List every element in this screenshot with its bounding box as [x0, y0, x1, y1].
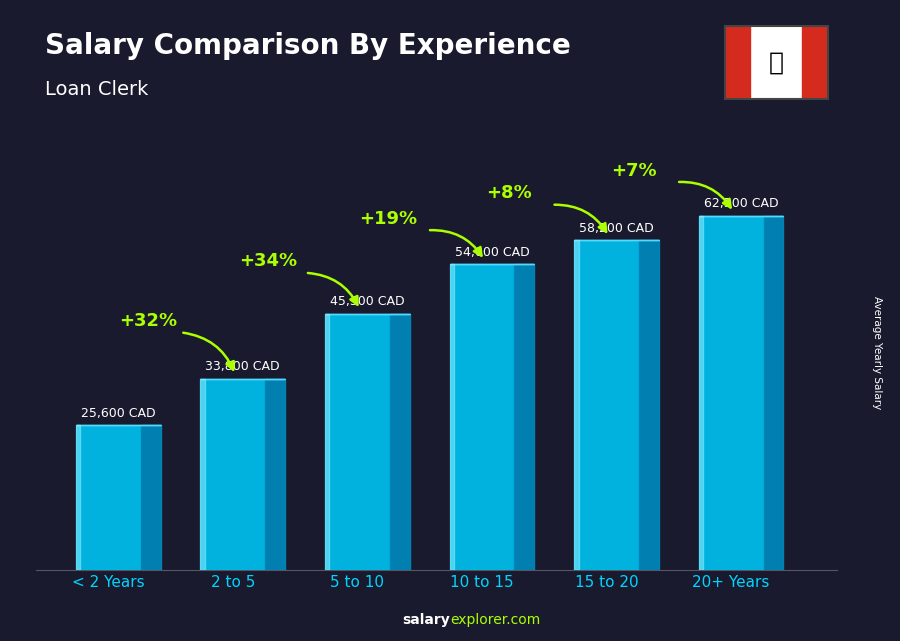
Text: +32%: +32%	[119, 312, 177, 330]
Bar	[724, 26, 751, 99]
Polygon shape	[76, 426, 80, 570]
Text: explorer.com: explorer.com	[450, 613, 540, 627]
Text: 62,500 CAD: 62,500 CAD	[704, 197, 778, 210]
Text: +19%: +19%	[359, 210, 418, 228]
Polygon shape	[266, 379, 285, 570]
Text: 45,300 CAD: 45,300 CAD	[330, 295, 405, 308]
Text: 33,800 CAD: 33,800 CAD	[205, 360, 280, 373]
Text: +7%: +7%	[611, 162, 657, 179]
Text: 25,600 CAD: 25,600 CAD	[81, 406, 156, 420]
Polygon shape	[698, 216, 703, 570]
Text: 54,000 CAD: 54,000 CAD	[454, 246, 529, 258]
Polygon shape	[450, 264, 454, 570]
Polygon shape	[574, 240, 579, 570]
Bar	[698, 216, 763, 570]
Bar	[450, 264, 515, 570]
Polygon shape	[515, 264, 535, 570]
Text: +34%: +34%	[238, 253, 297, 271]
Bar	[802, 26, 828, 99]
Polygon shape	[325, 313, 329, 570]
Text: 58,200 CAD: 58,200 CAD	[579, 222, 654, 235]
Bar	[325, 313, 390, 570]
Text: Salary Comparison By Experience: Salary Comparison By Experience	[45, 32, 571, 60]
Text: +8%: +8%	[487, 185, 532, 203]
Text: Loan Clerk: Loan Clerk	[45, 80, 148, 99]
Text: 🍁: 🍁	[769, 51, 784, 74]
Polygon shape	[763, 216, 783, 570]
Bar	[76, 426, 140, 570]
Polygon shape	[390, 313, 410, 570]
Bar	[574, 240, 639, 570]
Polygon shape	[201, 379, 205, 570]
Text: salary: salary	[402, 613, 450, 627]
Bar	[201, 379, 266, 570]
Polygon shape	[639, 240, 659, 570]
Text: Average Yearly Salary: Average Yearly Salary	[872, 296, 883, 409]
Polygon shape	[140, 426, 160, 570]
